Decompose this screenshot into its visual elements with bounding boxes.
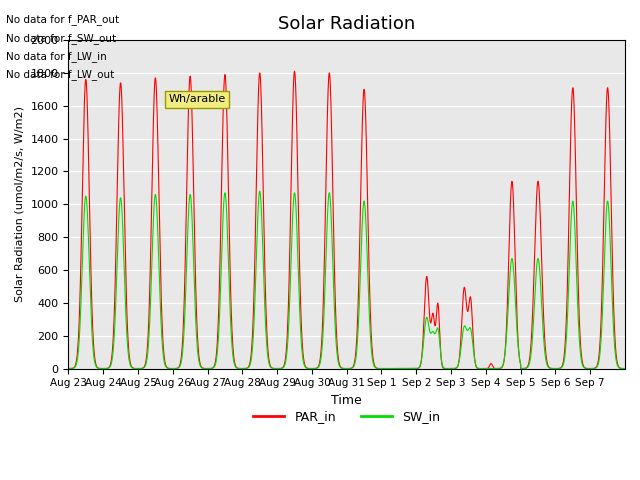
X-axis label: Time: Time (332, 394, 362, 407)
Y-axis label: Solar Radiation (umol/m2/s, W/m2): Solar Radiation (umol/m2/s, W/m2) (15, 107, 25, 302)
Title: Solar Radiation: Solar Radiation (278, 15, 415, 33)
Legend: PAR_in, SW_in: PAR_in, SW_in (248, 405, 445, 428)
Text: No data for f_SW_out: No data for f_SW_out (6, 33, 116, 44)
Text: Wh/arable: Wh/arable (168, 94, 226, 104)
Text: No data for f_PAR_out: No data for f_PAR_out (6, 14, 120, 25)
Text: No data for f_LW_out: No data for f_LW_out (6, 69, 115, 80)
Text: No data for f_LW_in: No data for f_LW_in (6, 51, 107, 62)
